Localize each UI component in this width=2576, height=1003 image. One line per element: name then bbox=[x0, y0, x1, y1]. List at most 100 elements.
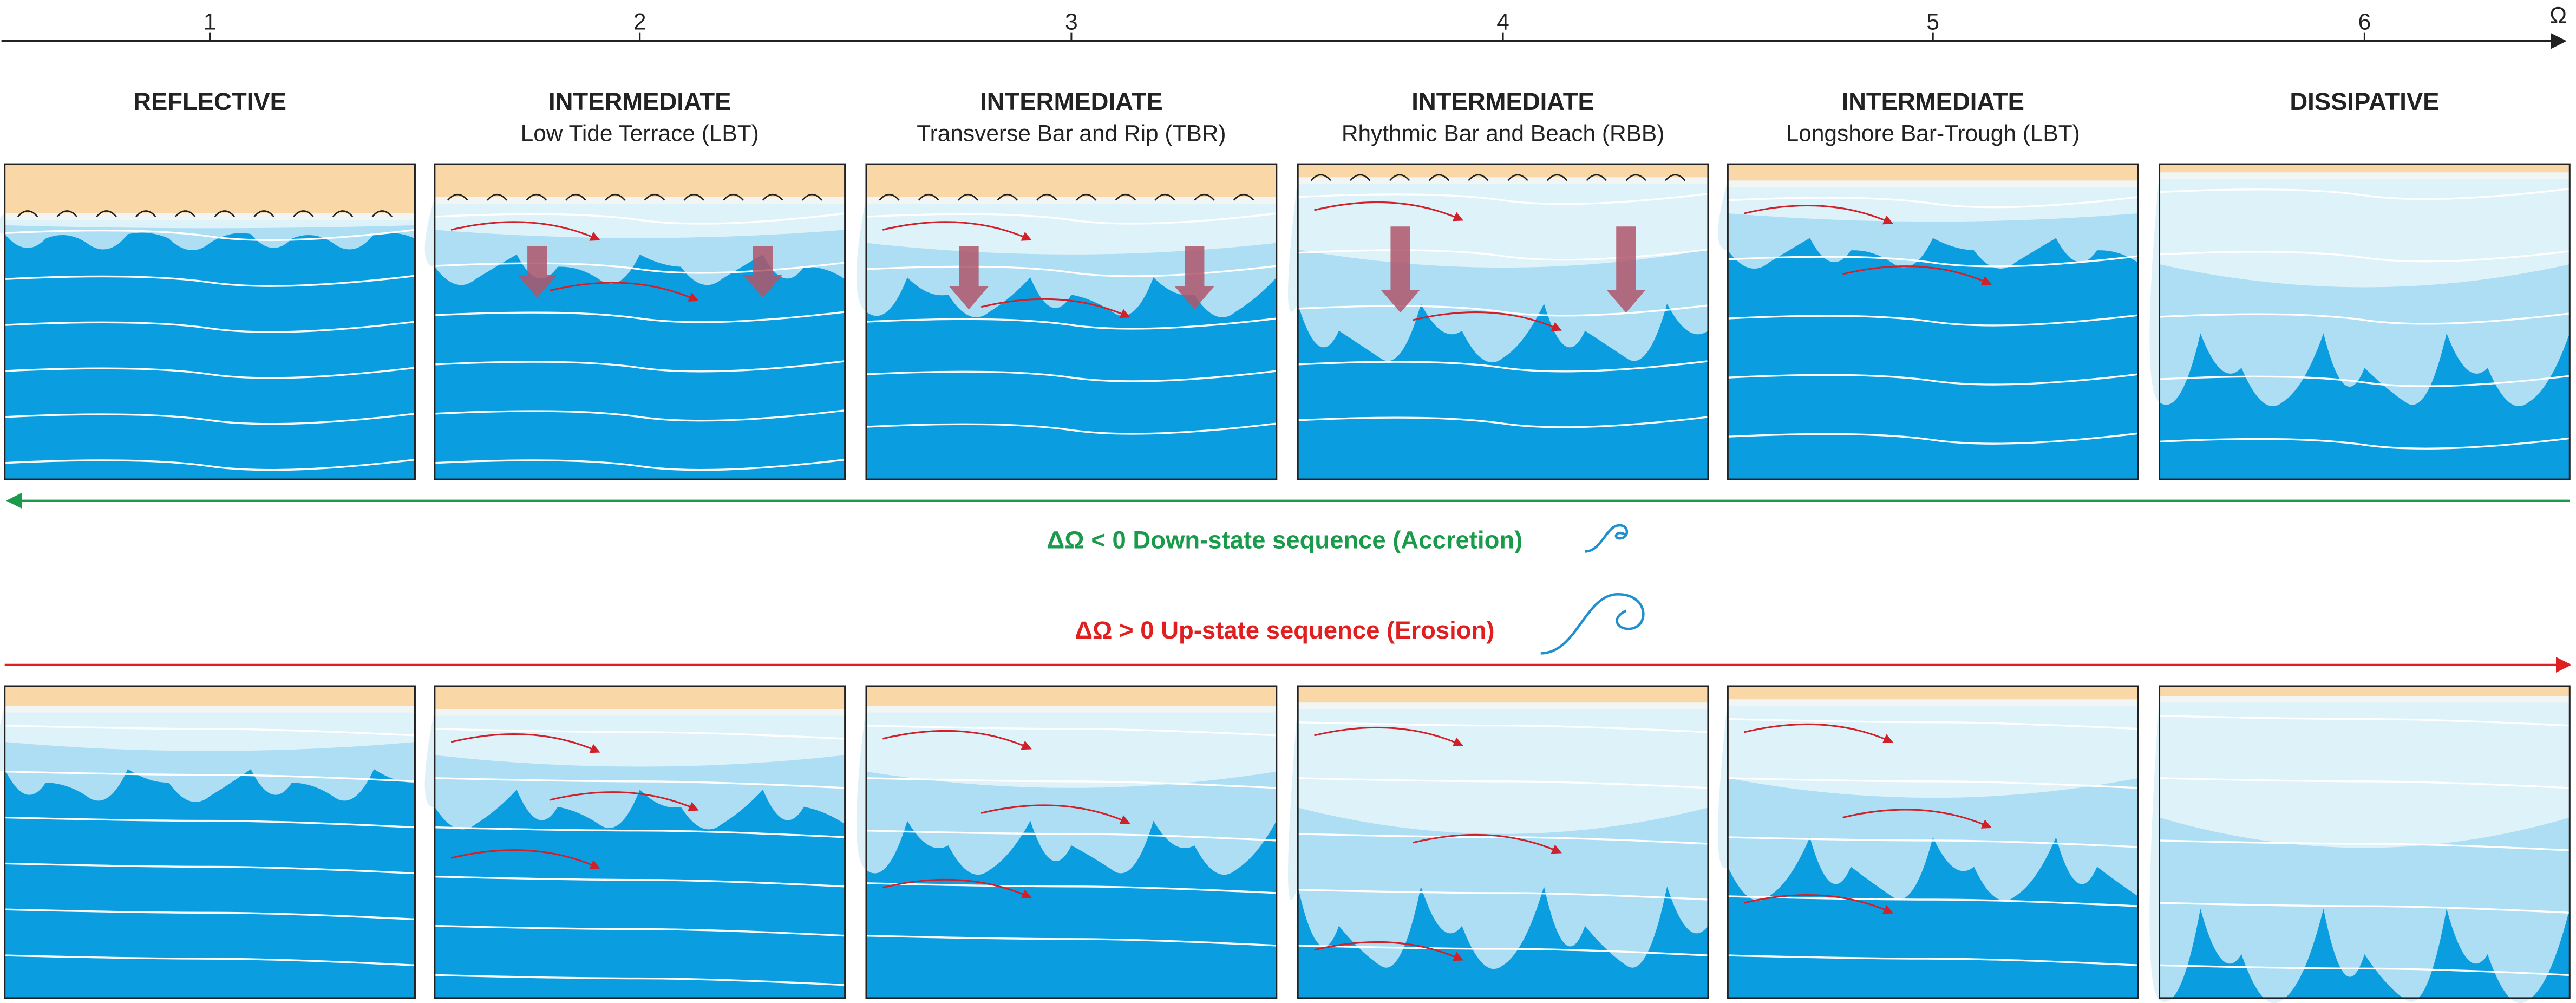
erosion-panel bbox=[1718, 685, 2139, 999]
current-arrow bbox=[882, 221, 1032, 241]
beach-cusp bbox=[644, 193, 665, 201]
beach-cusp bbox=[1586, 174, 1607, 181]
wave-crest bbox=[2159, 777, 2570, 789]
wave-crest bbox=[434, 728, 845, 740]
wave-crest bbox=[434, 409, 845, 422]
panel-frame bbox=[2158, 685, 2571, 999]
beach-cusp bbox=[174, 210, 196, 218]
current-arrow bbox=[450, 849, 600, 869]
wave-crest bbox=[866, 370, 1277, 382]
wave-crest bbox=[4, 459, 415, 471]
wave-crest bbox=[2159, 312, 2570, 325]
inner-surf bbox=[2159, 172, 2570, 288]
wave-crest bbox=[4, 413, 415, 425]
wave-crest bbox=[1728, 255, 2139, 268]
current-arrow bbox=[450, 221, 600, 241]
current-arrow bbox=[450, 733, 600, 753]
current-arrow bbox=[1413, 833, 1562, 854]
wave-crest bbox=[1298, 945, 1709, 956]
wave-crest bbox=[1298, 777, 1709, 789]
beach-cusp bbox=[293, 210, 314, 218]
wave-crest bbox=[2159, 437, 2570, 450]
beach-cusp bbox=[683, 193, 704, 201]
wave-crest bbox=[4, 725, 415, 737]
beach-cusp bbox=[723, 193, 744, 201]
wave-crest bbox=[4, 367, 415, 379]
current-arrow bbox=[1744, 894, 1894, 914]
current-arrow bbox=[882, 730, 1032, 750]
beach-cusp bbox=[957, 193, 979, 201]
current-arrow bbox=[1842, 809, 1992, 829]
column-subtitle: Longshore Bar-Trough (LBT) bbox=[1786, 121, 2080, 146]
wave-crest bbox=[2159, 714, 2570, 727]
current-arrow bbox=[1314, 941, 1464, 961]
rip-current bbox=[517, 246, 557, 298]
inner-surf bbox=[1298, 702, 1708, 834]
wave-crest bbox=[866, 725, 1277, 737]
wave-crest bbox=[866, 317, 1277, 330]
beach-cusp bbox=[253, 210, 274, 218]
current-arrow bbox=[1744, 204, 1894, 225]
beach-cusp bbox=[1194, 193, 1215, 201]
wave-crest bbox=[1298, 360, 1709, 373]
wave-crest bbox=[4, 908, 415, 921]
column-title: INTERMEDIATE bbox=[1411, 88, 1594, 115]
beach-cusp bbox=[1036, 193, 1057, 201]
wave-crest bbox=[866, 422, 1277, 435]
rip-current bbox=[743, 246, 783, 298]
current-arrow bbox=[882, 878, 1032, 899]
wave-crest bbox=[1298, 193, 1709, 205]
wave-crest bbox=[4, 275, 415, 287]
wave-crest bbox=[434, 311, 845, 323]
rip-current bbox=[1381, 226, 1421, 313]
beach-cusp bbox=[605, 193, 626, 201]
inner-surf bbox=[1728, 180, 2139, 222]
wave-crest bbox=[1298, 889, 1709, 901]
small-wave-icon bbox=[1585, 524, 1629, 553]
beach-cusp bbox=[1546, 174, 1568, 181]
accretion-panel bbox=[1288, 163, 1709, 480]
rip-current bbox=[949, 246, 989, 310]
inner-surf bbox=[866, 706, 1277, 788]
column-subtitle: Low Tide Terrace (LBT) bbox=[521, 121, 759, 146]
panel-frame bbox=[434, 163, 846, 480]
down-state-label: ΔΩ < 0 Down-state sequence (Accretion) bbox=[1047, 526, 1523, 553]
column-subtitle: Rhythmic Bar and Beach (RBB) bbox=[1342, 121, 1665, 146]
wave-crest bbox=[434, 212, 845, 225]
panel-frame bbox=[1297, 163, 1709, 480]
inner-surf bbox=[434, 709, 845, 767]
beach-cusp bbox=[1310, 174, 1331, 181]
wave-crest bbox=[1728, 718, 2139, 730]
panel-frame bbox=[2158, 163, 2571, 480]
erosion-panel bbox=[2149, 685, 2571, 1003]
beach-cusp bbox=[1389, 174, 1410, 181]
column-title: INTERMEDIATE bbox=[1841, 88, 2024, 115]
erosion-panel bbox=[856, 685, 1278, 999]
axis-tick-label: 1 bbox=[204, 9, 217, 35]
beach-cusp bbox=[565, 193, 586, 201]
current-arrow bbox=[549, 791, 699, 811]
wave-crest bbox=[2159, 839, 2570, 851]
wave-crest bbox=[434, 459, 845, 471]
wave-crest bbox=[1728, 777, 2139, 789]
beach-cusp bbox=[17, 210, 38, 218]
current-arrow bbox=[1413, 311, 1562, 331]
panel-frame bbox=[4, 163, 416, 480]
wave-crest bbox=[1728, 196, 2139, 209]
panel-frame bbox=[4, 685, 416, 999]
wave-crest bbox=[866, 882, 1277, 894]
sand bbox=[4, 164, 415, 220]
wave-crest bbox=[866, 777, 1277, 789]
wave-crest bbox=[866, 830, 1277, 842]
panel-frame bbox=[1727, 163, 2139, 480]
beach-cusp bbox=[879, 193, 900, 201]
wave-crest bbox=[1728, 836, 2139, 848]
axis-tick-label: 2 bbox=[633, 9, 646, 35]
panel-frame bbox=[1727, 685, 2139, 999]
column-subtitle: Transverse Bar and Rip (TBR) bbox=[917, 121, 1226, 146]
wave-crest bbox=[4, 954, 415, 966]
beach-cusp bbox=[1233, 193, 1254, 201]
current-arrow bbox=[1744, 723, 1894, 744]
accretion-panel bbox=[0, 163, 416, 480]
up-state-label: ΔΩ > 0 Up-state sequence (Erosion) bbox=[1075, 616, 1494, 644]
